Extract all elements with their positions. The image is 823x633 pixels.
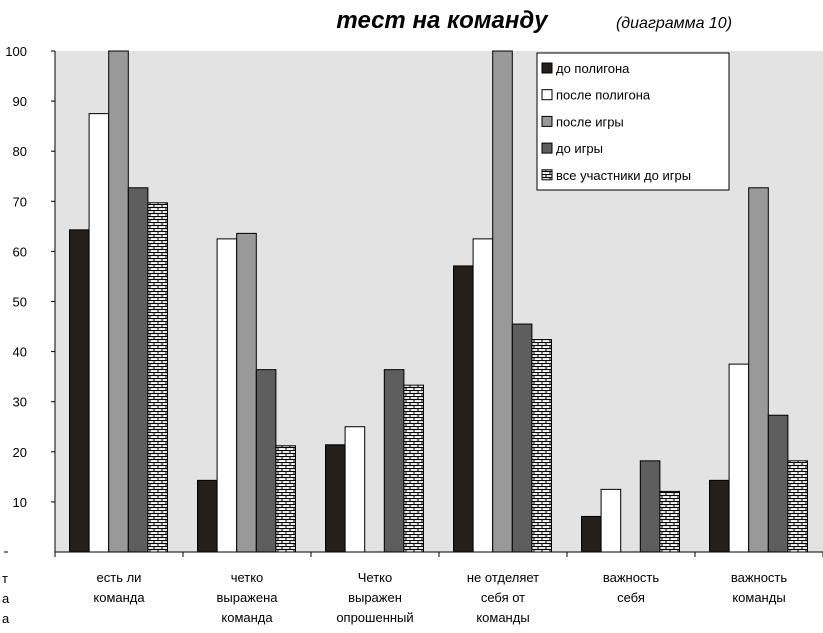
legend-swatch: [541, 115, 553, 127]
bar: [147, 202, 168, 553]
x-category-label: себя от: [481, 590, 525, 605]
legend-label: до игры: [556, 141, 603, 156]
chart-subtitle: (диаграмма 10): [616, 15, 732, 32]
x-category-label: опрошенный: [336, 610, 413, 625]
y-tick-label: 50: [13, 295, 27, 310]
legend-swatch: [541, 142, 553, 154]
legend-box: [536, 52, 730, 191]
x-category-label: Четко: [358, 570, 392, 585]
bar: [492, 50, 513, 553]
bar: [69, 229, 90, 553]
y-tick-label: 60: [13, 244, 27, 259]
bar: [236, 232, 257, 553]
bar: [600, 488, 622, 553]
legend: до полигона после полигона после игры до иг…: [536, 52, 730, 191]
x-category-label: команды: [476, 610, 529, 625]
chart-title: тест на команду: [336, 7, 549, 34]
x-category-label: себя: [617, 590, 645, 605]
x-category-label: команда: [93, 590, 145, 605]
x-category-label: важность: [731, 570, 788, 585]
bar: [659, 490, 681, 553]
bar: [728, 363, 750, 553]
bar: [127, 187, 149, 553]
bar: [453, 265, 474, 553]
y-tick-label: 10: [13, 495, 27, 510]
y-tick-label: 40: [13, 345, 27, 360]
legend-swatch: [541, 62, 553, 74]
bar: [639, 460, 661, 553]
y-tick-label: 30: [13, 395, 27, 410]
legend-label: после полигона: [556, 88, 651, 103]
bar: [767, 414, 789, 553]
y-tick-label: 80: [13, 144, 27, 159]
bar: [197, 479, 218, 553]
bar: [748, 187, 769, 553]
bar: [472, 238, 494, 553]
y-axis-label-fragment: а: [2, 591, 10, 606]
bar: [255, 369, 277, 553]
bar: [403, 384, 424, 553]
y-axis-label-fragment: а: [2, 611, 10, 626]
bar: [88, 113, 110, 553]
bar: [787, 460, 809, 553]
bar: [511, 323, 533, 553]
bar: [216, 238, 238, 553]
bar: [325, 444, 346, 553]
x-category-label: есть ли: [97, 570, 142, 585]
x-category-label: выражен: [348, 590, 402, 605]
x-category-label: важность: [603, 570, 660, 585]
y-tick-label: 20: [13, 445, 27, 460]
x-category-label: команды: [732, 590, 785, 605]
bar: [344, 426, 366, 553]
legend-swatch: [541, 89, 553, 101]
x-category-label: выражена: [216, 590, 278, 605]
legend-label: все участники до игры: [556, 168, 691, 183]
x-category-label: не отделяет: [467, 570, 539, 585]
x-category-label: команда: [221, 610, 273, 625]
bar: [709, 479, 730, 553]
y-tick-label: 70: [13, 194, 27, 209]
y-tick-label: 100: [5, 44, 27, 59]
x-category-label: четко: [231, 570, 264, 585]
bar: [581, 515, 602, 553]
y-tick-label: 90: [13, 94, 27, 109]
bar: [531, 339, 553, 553]
y-axis-label-fragment: т: [2, 571, 8, 586]
bar: [383, 369, 405, 553]
bar: [275, 445, 296, 553]
legend-swatch: [541, 169, 553, 181]
legend-label: после игры: [556, 114, 624, 129]
legend-label: до полигона: [556, 61, 630, 76]
bar: [108, 50, 129, 553]
